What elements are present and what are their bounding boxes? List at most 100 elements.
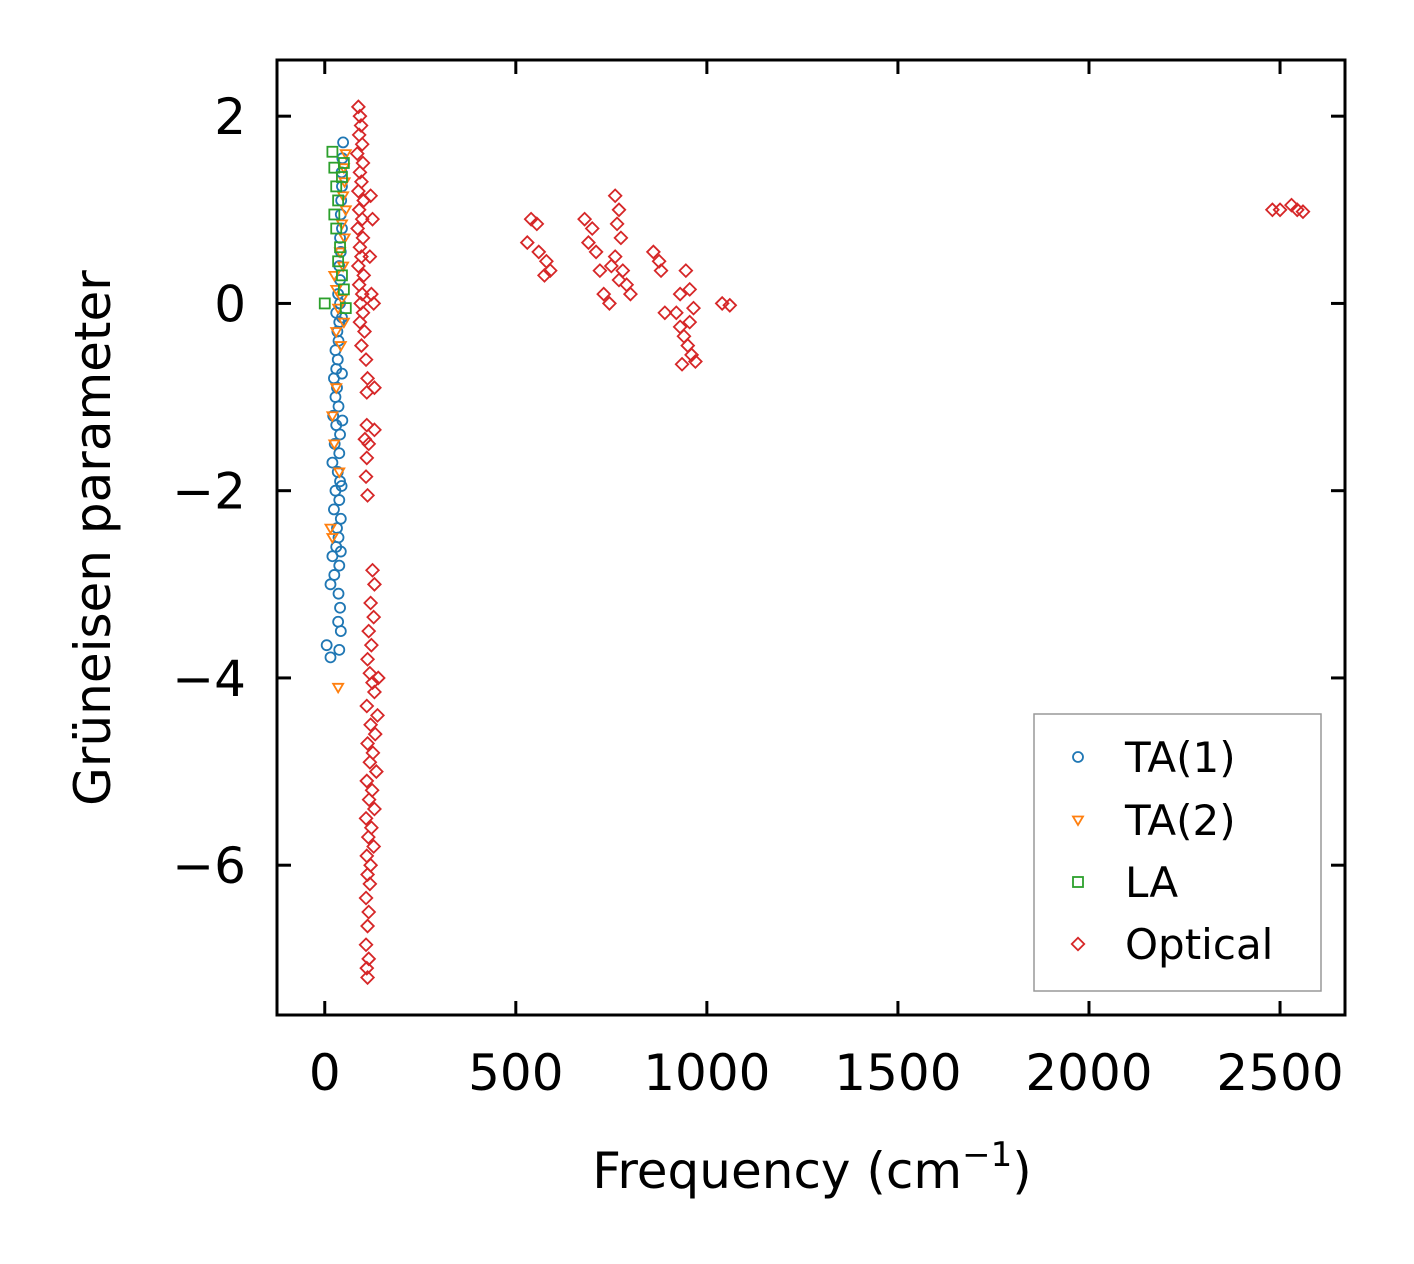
data-point bbox=[334, 341, 348, 353]
data-point bbox=[363, 188, 379, 204]
data-point bbox=[360, 370, 376, 386]
data-point bbox=[326, 456, 339, 469]
data-point bbox=[326, 145, 339, 158]
data-point bbox=[356, 267, 372, 283]
data-point bbox=[354, 136, 370, 152]
data-point bbox=[362, 754, 378, 770]
data-point bbox=[358, 890, 374, 906]
data-point bbox=[369, 707, 386, 723]
markers-layer bbox=[318, 99, 1311, 986]
data-point bbox=[601, 295, 617, 311]
data-point bbox=[607, 188, 623, 204]
data-point bbox=[366, 295, 382, 311]
data-point bbox=[362, 249, 378, 265]
series-optical bbox=[349, 99, 1311, 986]
y-tick-label: −6 bbox=[172, 837, 246, 895]
y-tick-label: 0 bbox=[214, 275, 246, 333]
data-point bbox=[328, 208, 341, 221]
data-point bbox=[354, 211, 370, 227]
legend: TA(1) TA(2) LA Optical bbox=[1033, 713, 1322, 992]
y-tick-label: 2 bbox=[214, 88, 246, 146]
series-la bbox=[318, 145, 352, 315]
data-point bbox=[366, 422, 382, 438]
data-point bbox=[360, 735, 376, 752]
data-point bbox=[339, 302, 352, 315]
data-point bbox=[366, 838, 382, 854]
data-point bbox=[577, 211, 593, 227]
data-point bbox=[324, 578, 337, 591]
x-tick-label: 500 bbox=[468, 1044, 563, 1102]
data-point bbox=[531, 244, 547, 260]
data-point bbox=[361, 436, 377, 452]
data-point bbox=[366, 380, 382, 396]
data-point bbox=[685, 300, 702, 316]
x-tick-label: 2500 bbox=[1216, 1044, 1343, 1102]
data-point bbox=[609, 216, 625, 232]
data-point bbox=[330, 222, 343, 235]
data-point bbox=[359, 698, 375, 714]
data-point bbox=[358, 352, 374, 368]
data-point bbox=[334, 241, 346, 254]
data-point bbox=[334, 545, 347, 558]
data-point bbox=[333, 494, 346, 506]
y-tick-labels: 2 0 −2 −4 −6 bbox=[172, 88, 246, 895]
data-point bbox=[360, 970, 376, 986]
data-point bbox=[672, 286, 688, 302]
data-point bbox=[358, 469, 374, 485]
data-point bbox=[332, 587, 345, 600]
data-point bbox=[318, 297, 331, 310]
data-point bbox=[350, 183, 366, 199]
x-tick-label: 1000 bbox=[643, 1044, 770, 1102]
legend-item: Optical bbox=[1070, 920, 1273, 969]
data-point bbox=[363, 637, 379, 653]
data-point bbox=[339, 149, 353, 161]
data-point bbox=[334, 601, 346, 614]
data-point bbox=[722, 297, 738, 313]
data-point bbox=[360, 829, 376, 845]
data-point bbox=[682, 314, 698, 330]
ticks-layer bbox=[277, 60, 1345, 1015]
data-point bbox=[337, 157, 350, 169]
data-point bbox=[338, 233, 352, 245]
data-point bbox=[337, 136, 350, 149]
legend-label: LA bbox=[1125, 858, 1178, 907]
data-point bbox=[323, 523, 338, 535]
legend-items: TA(1) TA(2) LA Optical bbox=[1070, 733, 1273, 969]
data-point bbox=[529, 216, 545, 232]
data-point bbox=[365, 562, 381, 578]
legend-marker bbox=[1072, 751, 1084, 763]
data-point bbox=[336, 191, 350, 203]
data-point bbox=[325, 533, 339, 545]
data-point bbox=[359, 450, 375, 466]
data-point bbox=[584, 221, 600, 237]
data-point bbox=[519, 235, 535, 251]
data-point bbox=[352, 164, 368, 180]
data-point bbox=[337, 317, 351, 329]
data-point bbox=[363, 717, 379, 733]
data-point bbox=[361, 904, 377, 920]
legend-item: LA bbox=[1072, 858, 1178, 907]
data-point bbox=[339, 205, 353, 217]
data-point bbox=[352, 108, 368, 124]
data-point bbox=[329, 383, 343, 395]
data-point bbox=[365, 211, 381, 227]
data-point bbox=[325, 411, 339, 423]
data-point bbox=[353, 338, 369, 354]
data-point bbox=[349, 146, 365, 162]
data-point bbox=[360, 918, 376, 934]
data-point bbox=[588, 244, 604, 260]
data-point bbox=[332, 194, 345, 207]
data-point bbox=[358, 810, 374, 826]
data-point bbox=[324, 651, 337, 664]
data-point bbox=[362, 876, 378, 892]
data-point bbox=[361, 623, 377, 639]
legend-label: TA(2) bbox=[1124, 796, 1236, 845]
data-point bbox=[359, 960, 375, 976]
data-point bbox=[370, 670, 386, 686]
data-point bbox=[596, 286, 612, 302]
legend-item: TA(2) bbox=[1071, 796, 1236, 845]
data-point bbox=[359, 417, 375, 433]
data-point bbox=[333, 643, 346, 656]
